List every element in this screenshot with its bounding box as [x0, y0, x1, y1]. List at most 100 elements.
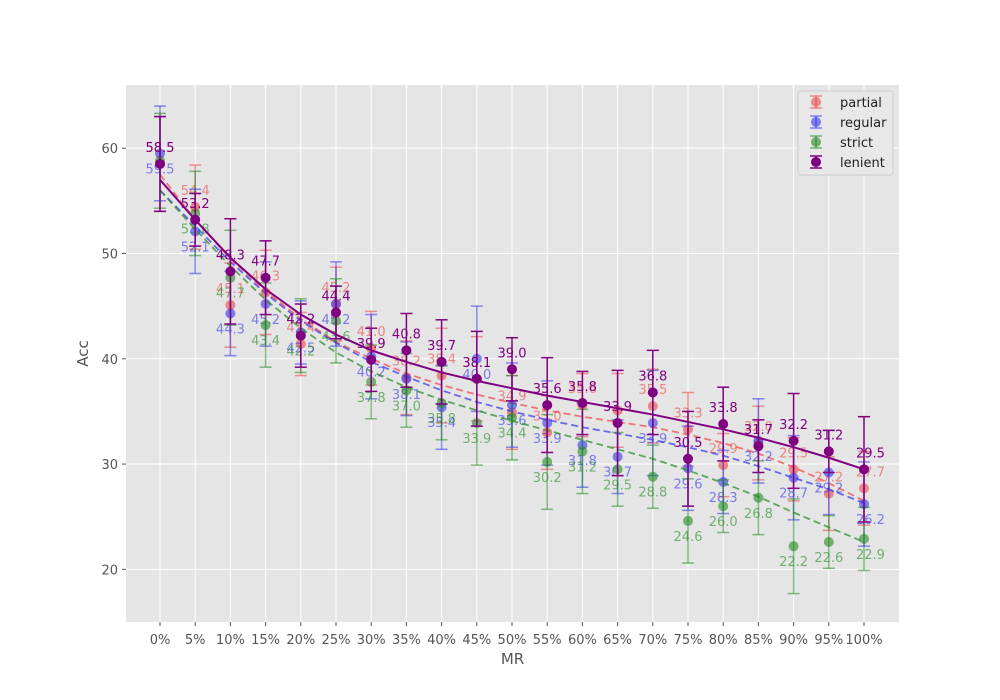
- data-point-lenient: [788, 435, 799, 446]
- data-point-lenient: [225, 266, 236, 277]
- data-point-strict: [753, 492, 764, 503]
- x-tick-label: 30%: [357, 633, 386, 648]
- data-point-strict: [577, 446, 588, 457]
- y-tick-label: 20: [101, 563, 118, 578]
- data-point-lenient: [542, 400, 553, 411]
- data-point-lenient: [753, 441, 764, 452]
- y-tick-label: 60: [101, 142, 118, 157]
- data-label-regular: 29.2: [814, 481, 843, 496]
- data-point-lenient: [331, 307, 341, 318]
- data-point-strict: [823, 536, 834, 547]
- x-tick-label: 35%: [392, 633, 421, 648]
- legend-label-lenient: lenient: [840, 156, 885, 171]
- data-point-strict: [647, 471, 658, 482]
- data-label-lenient: 44.4: [322, 289, 351, 304]
- x-tick-label: 80%: [709, 633, 738, 648]
- legend-marker-strict: [811, 137, 821, 147]
- data-label-lenient: 35.6: [533, 382, 562, 397]
- data-label-strict: 29.5: [603, 478, 632, 493]
- data-point-lenient: [823, 446, 834, 457]
- legend-label-strict: strict: [840, 136, 873, 151]
- data-label-lenient: 48.3: [216, 248, 245, 263]
- data-label-strict: 22.6: [814, 551, 843, 566]
- data-label-lenient: 39.7: [427, 339, 456, 354]
- data-point-strict: [683, 515, 693, 526]
- x-tick-label: 10%: [216, 633, 245, 648]
- legend-box: [797, 90, 894, 176]
- legend-marker-lenient: [811, 157, 821, 167]
- x-tick-label: 55%: [533, 633, 562, 648]
- data-point-lenient: [647, 387, 658, 398]
- data-label-lenient: 47.7: [251, 255, 280, 270]
- x-tick-label: 15%: [251, 633, 280, 648]
- legend-label-regular: regular: [840, 116, 887, 131]
- data-point-strict: [507, 412, 517, 423]
- data-label-lenient: 39.9: [357, 337, 386, 352]
- y-axis-label: Acc: [74, 340, 92, 367]
- data-label-strict: 28.8: [638, 486, 667, 501]
- data-point-strict: [718, 501, 729, 512]
- data-label-lenient: 31.2: [814, 428, 843, 443]
- y-tick-label: 40: [101, 353, 118, 368]
- y-tick-label: 50: [101, 247, 118, 262]
- data-label-lenient: 33.9: [603, 400, 632, 415]
- data-label-strict: 26.0: [709, 515, 738, 530]
- data-label-lenient: 36.8: [638, 369, 667, 384]
- data-label-lenient: 42.2: [286, 313, 315, 328]
- x-tick-label: 70%: [638, 633, 667, 648]
- data-label-lenient: 38.1: [462, 356, 491, 371]
- data-label-strict: 22.2: [779, 555, 808, 570]
- data-label-lenient: 35.8: [568, 380, 597, 395]
- data-label-regular: 26.2: [856, 513, 885, 528]
- x-tick-label: 45%: [462, 633, 491, 648]
- x-axis-label: MR: [501, 650, 524, 668]
- data-point-lenient: [190, 214, 201, 225]
- data-point-lenient: [471, 373, 482, 384]
- x-tick-label: 40%: [427, 633, 456, 648]
- x-tick-label: 60%: [568, 633, 597, 648]
- data-label-lenient: 53.2: [181, 197, 210, 212]
- data-label-strict: 24.6: [674, 530, 703, 545]
- data-label-strict: 37.0: [392, 399, 421, 414]
- y-tick-label: 30: [101, 458, 118, 473]
- data-point-lenient: [683, 453, 693, 464]
- data-label-regular: 28.7: [779, 487, 808, 502]
- x-tick-label: 75%: [674, 633, 703, 648]
- data-label-lenient: 30.5: [674, 436, 703, 451]
- legend-marker-regular: [811, 117, 821, 127]
- data-label-lenient: 31.7: [744, 423, 773, 438]
- data-label-lenient: 32.2: [779, 418, 808, 433]
- data-point-lenient: [401, 345, 412, 356]
- x-tick-label: 5%: [185, 633, 206, 648]
- data-point-lenient: [436, 356, 447, 367]
- data-label-lenient: 33.8: [709, 401, 738, 416]
- x-tick-label: 25%: [322, 633, 351, 648]
- x-tick-label: 65%: [603, 633, 632, 648]
- x-tick-label: 100%: [845, 633, 882, 648]
- x-tick-label: 0%: [150, 633, 171, 648]
- data-point-lenient: [366, 354, 377, 365]
- data-label-strict: 33.9: [462, 432, 491, 447]
- data-point-lenient: [260, 272, 271, 283]
- data-label-strict: 37.8: [357, 391, 386, 406]
- data-label-lenient: 40.8: [392, 327, 421, 342]
- data-label-lenient: 58.5: [146, 141, 175, 156]
- x-tick-label: 50%: [498, 633, 527, 648]
- data-label-lenient: 39.0: [498, 346, 527, 361]
- data-label-strict: 22.9: [856, 548, 885, 563]
- x-tick-label: 90%: [779, 633, 808, 648]
- data-point-lenient: [295, 330, 306, 341]
- data-label-strict: 31.2: [568, 460, 597, 475]
- data-point-lenient: [859, 464, 869, 475]
- data-point-strict: [859, 533, 869, 544]
- data-point-lenient: [612, 417, 623, 428]
- data-point-lenient: [507, 364, 517, 375]
- data-label-strict: 34.4: [498, 427, 527, 442]
- data-label-strict: 30.2: [533, 471, 562, 486]
- data-label-strict: 26.8: [744, 507, 773, 522]
- x-tick-label: 20%: [286, 633, 315, 648]
- data-label-lenient: 29.5: [856, 446, 885, 461]
- data-label-strict: 35.8: [427, 412, 456, 427]
- data-label-regular: 33.9: [638, 432, 667, 447]
